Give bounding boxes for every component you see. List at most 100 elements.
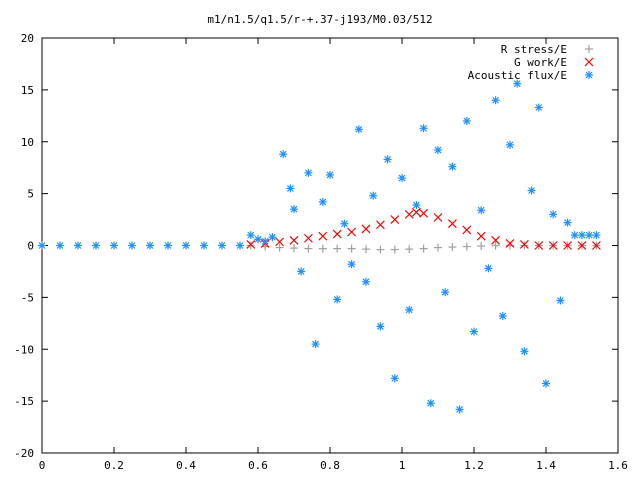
legend-marker — [585, 45, 593, 53]
data-point — [182, 241, 190, 250]
data-point — [448, 243, 457, 252]
data-point — [412, 201, 421, 210]
data-point-d2 — [476, 231, 486, 241]
data-point-d2 — [218, 242, 226, 249]
data-point — [304, 168, 313, 177]
data-point-d2 — [347, 227, 357, 237]
data-point — [405, 245, 414, 254]
data-point-d2 — [405, 306, 413, 314]
data-point-d2 — [56, 242, 64, 249]
x-tick-label: 0 — [39, 459, 46, 472]
data-point — [318, 231, 328, 241]
data-point-d2 — [110, 242, 118, 249]
data-point — [513, 79, 522, 88]
x-tick-label: 0.4 — [176, 459, 196, 472]
data-point — [376, 322, 385, 331]
data-point-d2 — [404, 209, 414, 219]
data-point-d2 — [146, 242, 154, 249]
data-point-d2 — [548, 241, 558, 250]
data-point — [347, 260, 356, 269]
data-point — [527, 186, 536, 195]
data-point — [303, 233, 313, 243]
data-point-d2 — [462, 225, 472, 235]
data-point — [563, 218, 572, 227]
data-point-d2 — [563, 241, 573, 250]
data-point-d2 — [384, 155, 392, 163]
data-point-d2 — [434, 146, 442, 154]
data-point — [491, 96, 500, 105]
chart-title: m1/n1.5/q1.5/r-+.37-j193/M0.03/512 — [207, 13, 432, 26]
data-point-d2 — [412, 201, 420, 209]
series-0 — [246, 241, 601, 254]
data-point-d2 — [200, 242, 208, 249]
x-tick-label: 0.6 — [248, 459, 268, 472]
data-point-d2 — [491, 235, 501, 245]
legend-marker-d2 — [584, 57, 594, 67]
data-point — [534, 103, 543, 112]
data-point-d2 — [340, 220, 348, 228]
data-point-d2 — [470, 328, 478, 336]
data-point-d2 — [520, 347, 528, 355]
data-point-d2 — [420, 124, 428, 132]
data-point-d2 — [319, 198, 327, 206]
data-point-d2 — [505, 239, 515, 248]
data-point-d2 — [463, 117, 471, 125]
data-point-d2 — [275, 237, 285, 247]
data-point-d2 — [564, 219, 572, 227]
data-point — [578, 231, 586, 240]
data-point — [304, 244, 313, 253]
data-point — [462, 242, 471, 251]
y-tick-label: 20 — [21, 32, 34, 45]
data-point — [333, 295, 342, 304]
data-point — [477, 206, 486, 215]
data-point — [326, 170, 334, 179]
data-point — [534, 241, 544, 250]
data-point-d2 — [268, 233, 276, 241]
data-point-d2 — [585, 231, 593, 239]
y-tick-label: 5 — [27, 188, 34, 201]
data-marks — [38, 79, 601, 414]
series-1 — [246, 207, 601, 250]
data-point — [462, 117, 471, 125]
data-point-d2 — [542, 380, 550, 387]
data-point-d2 — [38, 242, 46, 249]
data-point — [570, 231, 579, 240]
data-point-d2 — [376, 323, 384, 330]
x-tick-label: 1.4 — [536, 459, 556, 472]
data-point-d2 — [571, 231, 579, 239]
data-point — [279, 150, 288, 159]
data-point-d2 — [326, 171, 334, 179]
data-point — [286, 184, 295, 193]
data-point — [577, 241, 587, 250]
data-point — [92, 241, 100, 250]
data-point-d2 — [182, 242, 190, 249]
data-point-d2 — [312, 340, 320, 348]
data-point — [419, 124, 428, 133]
data-point — [275, 237, 285, 247]
data-point — [38, 241, 46, 250]
data-point-d2 — [247, 231, 255, 239]
data-point-d2 — [591, 241, 601, 250]
data-point-d2 — [128, 242, 136, 249]
data-point — [289, 235, 299, 245]
y-tick-label: 0 — [27, 240, 34, 253]
data-point — [556, 296, 565, 305]
data-point — [563, 241, 573, 250]
data-point — [548, 241, 558, 250]
data-point — [347, 244, 356, 253]
data-point — [434, 243, 442, 252]
data-point-d2 — [279, 150, 287, 158]
data-point — [591, 241, 601, 250]
data-point-d2 — [246, 240, 256, 249]
data-point-d2 — [391, 374, 399, 382]
y-tick-label: -10 — [14, 343, 34, 356]
data-point — [419, 208, 429, 218]
data-point — [520, 347, 529, 356]
data-point — [477, 242, 486, 251]
y-tick-label: -5 — [21, 291, 34, 304]
x-tick-label: 1.2 — [464, 459, 484, 472]
data-point-d2 — [528, 187, 536, 194]
data-point — [375, 220, 385, 230]
data-point-d2 — [484, 264, 492, 272]
